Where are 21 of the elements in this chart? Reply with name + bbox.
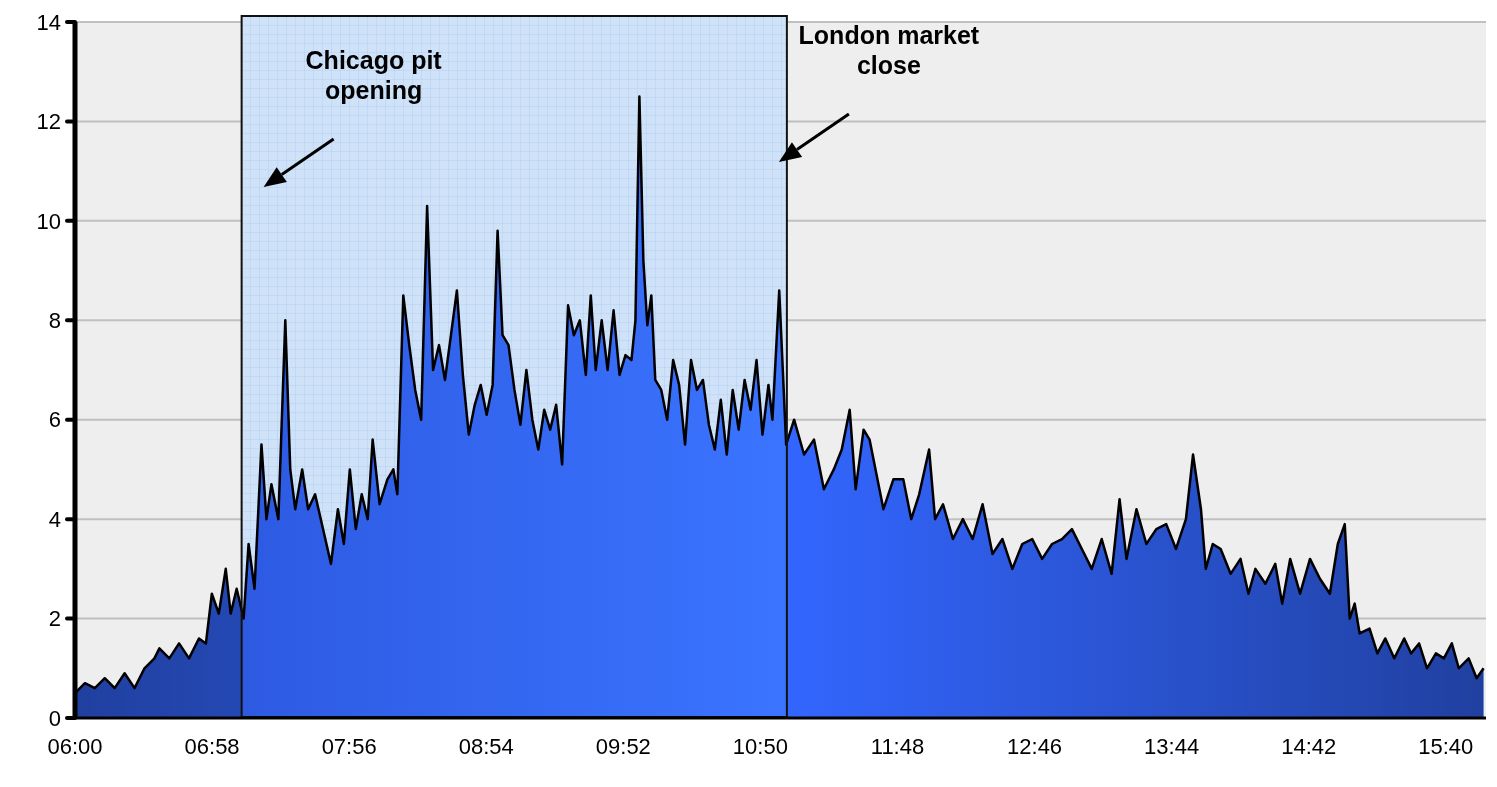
y-tick-label: 6 [48,407,61,433]
x-tick-label: 13:44 [1144,734,1200,759]
y-tick-label: 4 [48,506,61,532]
y-tick-label: 0 [48,705,61,731]
y-tick-label: 14 [36,9,61,35]
x-tick-label: 15:40 [1418,734,1474,759]
x-tick-label: 06:58 [184,734,240,759]
y-tick-label: 8 [48,307,61,333]
y-tick-label: 2 [48,606,61,632]
x-tick-label: 08:54 [458,734,514,759]
x-tick-label: 14:42 [1281,734,1337,759]
annotation: Chicago pit opening [305,46,443,104]
x-tick-label: 11:48 [870,734,925,759]
x-tick-label: 07:56 [321,734,377,759]
x-tick-label: 12:46 [1007,734,1063,759]
y-tick-label: 12 [36,109,61,135]
annotation: London market close [798,21,980,79]
x-tick-label: 10:50 [732,734,788,759]
y-tick-label: 10 [36,208,61,234]
x-tick-label: 06:00 [47,734,103,759]
x-tick-label: 09:52 [595,734,651,759]
